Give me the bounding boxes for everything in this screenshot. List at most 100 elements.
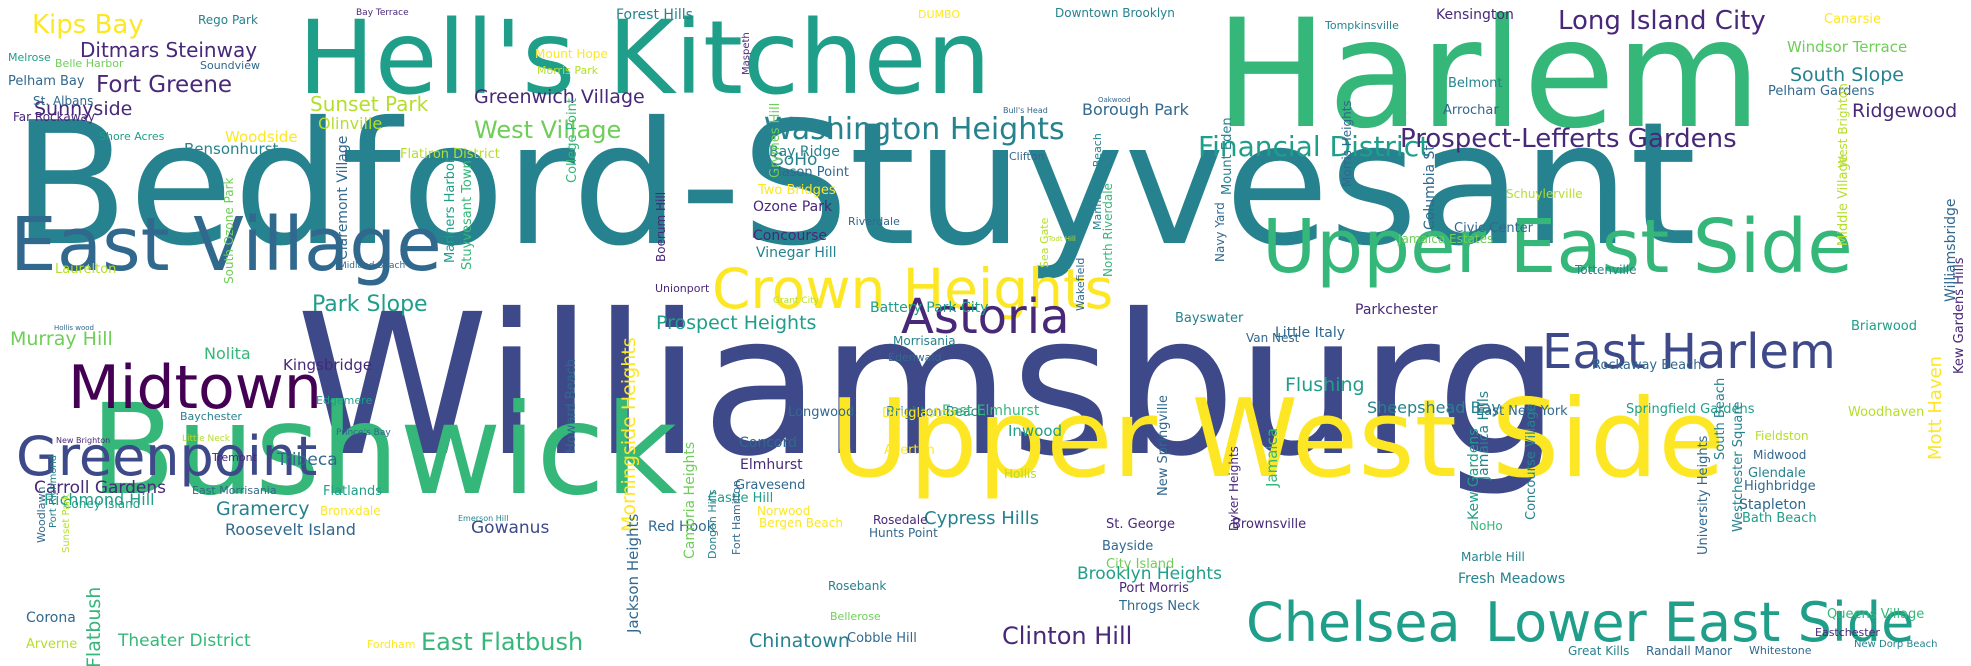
word-stapleton: Stapleton bbox=[1739, 497, 1807, 513]
word-bedford-stuyvesant: Bedford-Stuyvesant bbox=[12, 86, 1697, 284]
word-crown-heights: Crown Heights bbox=[712, 257, 1114, 321]
word-concourse: Concourse bbox=[753, 228, 828, 244]
word-st-george: St. George bbox=[1106, 517, 1176, 532]
word-flatiron-district: Flatiron District bbox=[400, 147, 500, 162]
word-cypress-hills: Cypress Hills bbox=[924, 508, 1040, 529]
word-unionport: Unionport bbox=[655, 282, 710, 295]
word-chinatown: Chinatown bbox=[749, 630, 850, 652]
word-gramercy: Gramercy bbox=[216, 498, 310, 520]
word-stuyvesant-town: Stuyvesant Town bbox=[460, 160, 475, 270]
word-morrisania: Morrisania bbox=[893, 334, 956, 348]
word-sunnyside: Sunnyside bbox=[34, 98, 133, 120]
word-hollis: Hollis bbox=[1004, 467, 1037, 481]
word-ridgewood: Ridgewood bbox=[1852, 100, 1958, 122]
word-downtown-brooklyn: Downtown Brooklyn bbox=[1055, 6, 1175, 20]
word-two-bridges: Two Bridges bbox=[758, 183, 836, 198]
word-ozone-park: Ozone Park bbox=[753, 199, 833, 215]
word-east-village: East Village bbox=[10, 202, 442, 288]
word-city-island: City Island bbox=[1106, 557, 1175, 572]
word-lower-east-side: Lower East Side bbox=[1485, 591, 1915, 654]
word-hell-s-kitchen: Hell's Kitchen bbox=[298, 0, 992, 118]
word-theater-district: Theater District bbox=[118, 631, 251, 651]
word-manhattan-beach: Manhattan Beach bbox=[1091, 133, 1104, 230]
word-norwood: Norwood bbox=[757, 504, 811, 518]
word-belmont: Belmont bbox=[1448, 76, 1503, 91]
word-bull-s-head: Bull's Head bbox=[1003, 106, 1048, 115]
word-forest-hills: Forest Hills bbox=[616, 7, 693, 23]
word-south-slope: South Slope bbox=[1790, 64, 1904, 86]
word-douglaston: Douglaston bbox=[882, 406, 957, 421]
word-soho: SoHo bbox=[773, 150, 818, 170]
word-bellerose: Bellerose bbox=[830, 610, 881, 623]
word-upper-west-side: Upper West Side bbox=[830, 377, 1725, 502]
word-woodside: Woodside bbox=[225, 128, 298, 146]
word-jamaica-estates: Jamaica Estates bbox=[1398, 232, 1494, 246]
word-tottenville: Tottenville bbox=[1575, 263, 1637, 277]
word-cobble-hill: Cobble Hill bbox=[847, 631, 917, 646]
word-new-springville: New Springville bbox=[1156, 395, 1171, 496]
word-grymes-hill: Grymes Hill bbox=[768, 102, 783, 178]
word-eastchester: Eastchester bbox=[1815, 626, 1880, 639]
word-bayside: Bayside bbox=[1102, 539, 1154, 554]
word-sheepshead-bay: Sheepshead Bay bbox=[1367, 398, 1501, 417]
word-maspeth: Maspeth bbox=[741, 32, 752, 75]
word-marble-hill: Marble Hill bbox=[1461, 550, 1525, 564]
word-cambria-heights: Cambria Heights bbox=[682, 441, 698, 559]
word-corona: Corona bbox=[26, 610, 76, 626]
word-tompkinsville: Tompkinsville bbox=[1325, 19, 1399, 32]
word-far-rockaway: Far Rockaway bbox=[13, 110, 96, 124]
word-financial-district: Financial District bbox=[1198, 130, 1431, 163]
word-borough-park: Borough Park bbox=[1082, 100, 1189, 119]
word-sunset-park: Sunset Park bbox=[310, 92, 429, 116]
word-claremont-village: Claremont Village bbox=[335, 135, 351, 260]
word-flatbush: Flatbush bbox=[83, 586, 105, 666]
word-kingsbridge: Kingsbridge bbox=[283, 356, 372, 374]
word-howard-beach: Howard Beach bbox=[564, 358, 579, 453]
word-melrose: Melrose bbox=[8, 51, 51, 64]
word-prospect-heights: Prospect Heights bbox=[656, 312, 817, 334]
word-randall-manor: Randall Manor bbox=[1646, 644, 1733, 658]
word-mount-eden: Mount Eden bbox=[1220, 117, 1235, 195]
word-jamaica: Jamaica bbox=[1263, 427, 1281, 487]
word-great-kills: Great Kills bbox=[1568, 644, 1630, 658]
word-east-flatbush: East Flatbush bbox=[421, 628, 584, 656]
word-canarsie: Canarsie bbox=[1824, 12, 1881, 27]
word-fort-hamilton: Fort Hamilton bbox=[730, 480, 743, 555]
word-upper-east-side: Upper East Side bbox=[1262, 204, 1853, 290]
word-todt-hill: Todt Hill bbox=[1048, 235, 1076, 243]
word-harlem: Harlem bbox=[1215, 0, 1762, 162]
word-hollis-wood: Hollis wood bbox=[54, 324, 94, 332]
word-new-dorp-beach: New Dorp Beach bbox=[1854, 639, 1938, 650]
word-little-italy: Little Italy bbox=[1275, 325, 1345, 341]
word-queens-village: Queens Village bbox=[1827, 607, 1925, 622]
word-belle-harbor: Belle Harbor bbox=[55, 57, 124, 70]
word-civic-center: Civic Center bbox=[1454, 221, 1534, 236]
word-dyker-heights: Dyker Heights bbox=[1227, 446, 1241, 531]
word-port-morris: Port Morris bbox=[1119, 581, 1189, 596]
word-edgemere: Edgemere bbox=[316, 394, 373, 407]
word-greenwich-village: Greenwich Village bbox=[474, 86, 645, 108]
word-briarwood: Briarwood bbox=[1851, 319, 1917, 334]
word-highbridge: Highbridge bbox=[1744, 479, 1816, 494]
word-prince-s-bay: Prince's Bay bbox=[336, 428, 391, 438]
word-ditmars-steinway: Ditmars Steinway bbox=[80, 38, 258, 62]
word-washington-heights: Washington Heights bbox=[764, 112, 1065, 147]
word-roosevelt-island: Roosevelt Island bbox=[225, 520, 356, 539]
word-bayswater: Bayswater bbox=[1175, 311, 1244, 326]
word-morris-heights: Morris Heights bbox=[1340, 100, 1354, 187]
word-elmhurst: Elmhurst bbox=[740, 457, 803, 473]
word-soundview: Soundview bbox=[200, 59, 260, 72]
word-hunts-point: Hunts Point bbox=[869, 526, 938, 540]
word-midwood: Midwood bbox=[1753, 448, 1807, 462]
word-allerton: Allerton bbox=[884, 443, 935, 458]
word-inwood: Inwood bbox=[1008, 422, 1063, 440]
word-brighton-beach: Brighton Beach bbox=[886, 405, 987, 420]
word-bergen-beach: Bergen Beach bbox=[759, 516, 843, 530]
word-fordham: Fordham bbox=[367, 638, 416, 651]
word-rosedale: Rosedale bbox=[873, 513, 928, 527]
word-battery-park-city: Battery Park City bbox=[870, 300, 989, 316]
word-tribeca: Tribeca bbox=[277, 450, 338, 470]
word-mariners-harbor: Mariners Harbor bbox=[443, 157, 458, 263]
word-bay-terrace: Bay Terrace bbox=[356, 8, 409, 18]
